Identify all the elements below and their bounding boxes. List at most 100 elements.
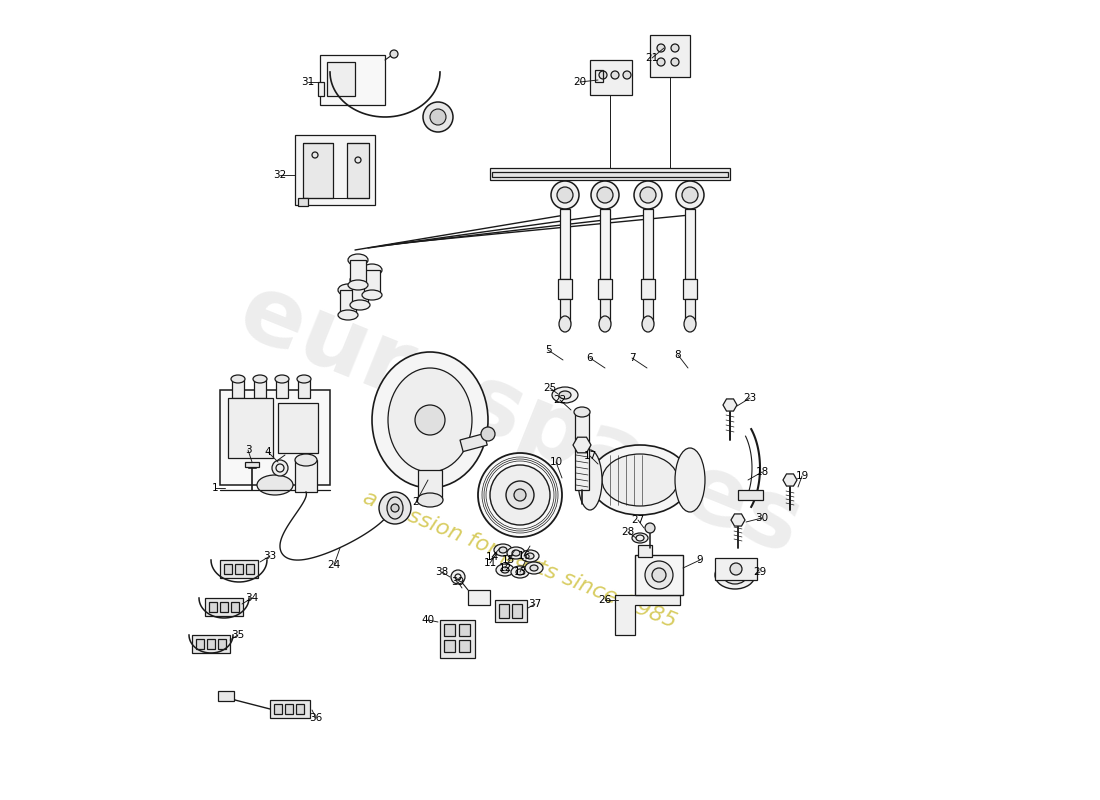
Text: 27: 27 [631, 515, 645, 525]
Ellipse shape [715, 561, 755, 589]
Bar [644, 209, 653, 279]
Circle shape [634, 181, 662, 209]
Circle shape [671, 58, 679, 66]
Ellipse shape [297, 375, 311, 383]
Circle shape [682, 187, 698, 203]
Ellipse shape [350, 300, 370, 310]
Text: 36: 36 [309, 713, 322, 723]
Text: 34: 34 [245, 593, 258, 603]
Bar [459, 624, 470, 636]
Bar [220, 602, 228, 612]
Text: 35: 35 [231, 630, 244, 640]
Bar [468, 590, 490, 605]
Bar [650, 35, 690, 77]
Circle shape [424, 102, 453, 132]
Bar [295, 460, 317, 492]
Bar [499, 604, 509, 618]
Ellipse shape [507, 547, 525, 559]
Bar [595, 70, 603, 82]
Ellipse shape [348, 254, 369, 266]
Bar [418, 470, 442, 500]
Bar [220, 390, 330, 485]
Bar [440, 620, 475, 658]
Polygon shape [723, 399, 737, 411]
Bar [560, 209, 570, 279]
Bar [232, 380, 244, 398]
Bar [600, 299, 610, 324]
Bar [302, 143, 333, 198]
Circle shape [551, 181, 579, 209]
Bar [278, 403, 318, 453]
Circle shape [623, 71, 631, 79]
Circle shape [730, 563, 743, 575]
Text: a passion for parts since 1985: a passion for parts since 1985 [361, 488, 680, 632]
Bar [318, 82, 324, 96]
Text: 37: 37 [528, 599, 541, 609]
Bar [192, 635, 230, 653]
Circle shape [652, 568, 666, 582]
Text: 38: 38 [436, 567, 449, 577]
Circle shape [657, 44, 665, 52]
Bar [274, 704, 282, 714]
Bar [352, 280, 368, 305]
Ellipse shape [494, 544, 512, 556]
Text: 15: 15 [502, 555, 515, 565]
Ellipse shape [512, 566, 529, 578]
Text: 19: 19 [795, 471, 808, 481]
Circle shape [514, 489, 526, 501]
Ellipse shape [642, 316, 654, 332]
Text: 9: 9 [696, 555, 703, 565]
Polygon shape [783, 474, 798, 486]
Ellipse shape [516, 569, 524, 575]
Ellipse shape [496, 564, 514, 576]
Circle shape [645, 561, 673, 589]
Ellipse shape [257, 475, 293, 495]
Circle shape [490, 465, 550, 525]
Circle shape [506, 481, 534, 509]
Bar [207, 639, 215, 649]
Ellipse shape [602, 454, 678, 506]
Ellipse shape [632, 533, 648, 543]
Bar [492, 172, 728, 177]
Bar [598, 279, 612, 299]
Text: 4: 4 [265, 447, 272, 457]
Text: 24: 24 [328, 560, 341, 570]
Circle shape [451, 570, 465, 584]
Circle shape [557, 187, 573, 203]
Ellipse shape [338, 310, 358, 320]
Text: 1: 1 [211, 483, 218, 493]
Ellipse shape [559, 391, 571, 399]
Bar [685, 209, 695, 279]
Bar [350, 260, 366, 285]
Bar [205, 598, 243, 616]
Circle shape [591, 181, 619, 209]
Bar [209, 602, 217, 612]
Bar [590, 60, 632, 95]
Text: 16: 16 [517, 551, 530, 561]
Text: 6: 6 [586, 353, 593, 363]
Text: 33: 33 [263, 551, 276, 561]
Circle shape [379, 492, 411, 524]
Text: 23: 23 [744, 393, 757, 403]
Text: 31: 31 [301, 77, 315, 87]
Bar [218, 639, 226, 649]
Text: 22: 22 [553, 395, 566, 405]
Bar [683, 279, 697, 299]
Bar [600, 209, 610, 279]
Bar [560, 299, 570, 324]
Bar [460, 434, 487, 451]
Text: 17: 17 [583, 451, 596, 461]
Bar [738, 490, 763, 500]
Polygon shape [573, 438, 591, 453]
Ellipse shape [275, 375, 289, 383]
Bar [635, 555, 683, 595]
Bar [298, 198, 308, 206]
Bar [270, 700, 310, 718]
Ellipse shape [362, 264, 382, 276]
Ellipse shape [295, 454, 317, 466]
Ellipse shape [350, 274, 370, 286]
Circle shape [430, 109, 446, 125]
Ellipse shape [600, 316, 610, 332]
Text: 26: 26 [598, 595, 612, 605]
Text: 7: 7 [629, 353, 636, 363]
